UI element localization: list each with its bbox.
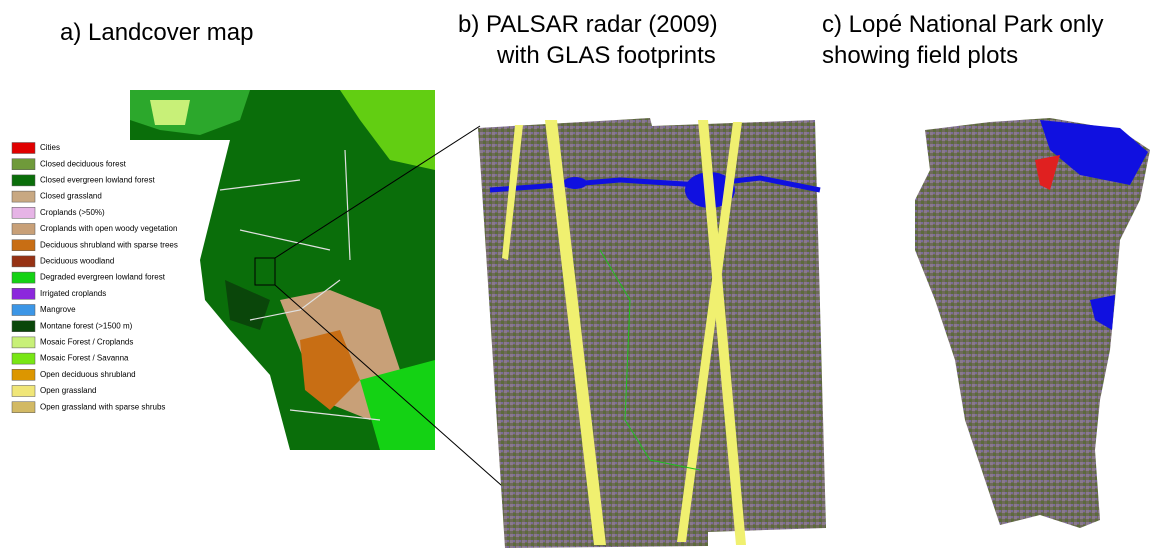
- legend-swatch: [12, 337, 35, 348]
- legend-swatch: [12, 321, 35, 332]
- legend-swatch: [12, 175, 35, 186]
- legend-swatch: [12, 402, 35, 413]
- panel-title: c) Lopé National Park only showing field …: [822, 11, 1103, 69]
- lope-park-image: [915, 118, 1150, 528]
- legend-label: Closed grassland: [40, 192, 102, 201]
- legend-label: Cities: [40, 143, 60, 152]
- legend-label: Degraded evergreen lowland forest: [40, 273, 166, 282]
- legend-label: Open grassland: [40, 386, 96, 395]
- legend-swatch: [12, 159, 35, 170]
- title-line: c) Lopé National Park only: [822, 11, 1103, 38]
- legend-label: Deciduous shrubland with sparse trees: [40, 240, 178, 249]
- legend-label: Croplands (>50%): [40, 208, 105, 217]
- legend-swatch: [12, 207, 35, 218]
- legend-label: Mangrove: [40, 305, 76, 314]
- legend-label: Closed deciduous forest: [40, 159, 127, 168]
- legend-label: Mosaic Forest / Croplands: [40, 338, 133, 347]
- legend-label: Open grassland with sparse shrubs: [40, 402, 165, 411]
- legend-swatch: [12, 369, 35, 380]
- landcover-map: [130, 90, 435, 450]
- title-line: showing field plots: [822, 42, 1018, 69]
- legend-label: Croplands with open woody vegetation: [40, 224, 177, 233]
- legend-label: Closed evergreen lowland forest: [40, 176, 156, 185]
- legend-label: Irrigated croplands: [40, 289, 106, 298]
- legend-swatch: [12, 240, 35, 251]
- title-line: with GLAS footprints: [496, 42, 716, 69]
- panel-title: a) Landcover map: [60, 19, 253, 46]
- title-line: a) Landcover map: [60, 19, 253, 46]
- figure: a) Landcover map b) PALSAR radar (2009) w…: [0, 0, 1163, 549]
- legend-label: Open deciduous shrubland: [40, 370, 136, 379]
- legend-swatch: [12, 224, 35, 235]
- legend-swatch: [12, 191, 35, 202]
- legend-label: Deciduous woodland: [40, 257, 114, 266]
- legend-label: Montane forest (>1500 m): [40, 321, 133, 330]
- palsar-image: [478, 118, 826, 548]
- title-line: b) PALSAR radar (2009): [458, 11, 718, 38]
- legend-swatch: [12, 305, 35, 316]
- legend-swatch: [12, 272, 35, 283]
- legend-swatch: [12, 386, 35, 397]
- legend-swatch: [12, 256, 35, 267]
- legend-swatch: [12, 288, 35, 299]
- legend-label: Mosaic Forest / Savanna: [40, 354, 129, 363]
- panel-title: b) PALSAR radar (2009) with GLAS footprin…: [458, 11, 718, 69]
- legend-swatch: [12, 353, 35, 364]
- legend-swatch: [12, 143, 35, 154]
